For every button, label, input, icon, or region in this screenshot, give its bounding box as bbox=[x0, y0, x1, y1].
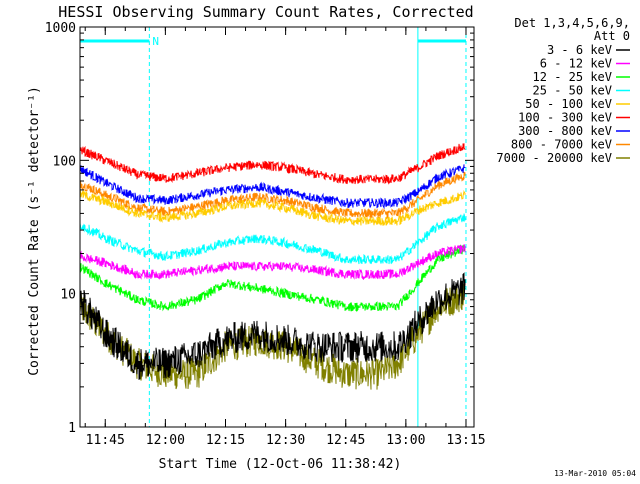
x-tick-label: 13:15 bbox=[446, 433, 485, 448]
series-6-12-kev-line bbox=[79, 244, 466, 281]
series-12-25-kev-line bbox=[79, 244, 466, 313]
legend-header-line-2: Att 0 bbox=[594, 29, 630, 43]
legend-entry-label: 6 - 12 keV bbox=[540, 57, 612, 71]
legend-entry-label: 50 - 100 keV bbox=[525, 97, 612, 111]
attenuator-marker-label: N bbox=[152, 35, 159, 48]
series-50-100-kev-line bbox=[79, 189, 466, 226]
y-tick-label: 10 bbox=[60, 288, 76, 303]
y-axis-label: Corrected Count Rate (s⁻¹ detector⁻¹) bbox=[27, 86, 42, 376]
series-100-300-kev-line bbox=[79, 143, 466, 185]
legend-entry-label: 800 - 7000 keV bbox=[511, 138, 612, 152]
legend-entry-label: 100 - 300 keV bbox=[518, 111, 612, 125]
x-tick-label: 11:45 bbox=[86, 433, 125, 448]
series-3-6-kev-line bbox=[79, 272, 466, 380]
x-tick-label: 12:30 bbox=[266, 433, 305, 448]
legend-entry-label: 7000 - 20000 keV bbox=[496, 151, 612, 165]
x-tick-label: 12:00 bbox=[146, 433, 185, 448]
y-tick-label: 100 bbox=[53, 154, 76, 169]
y-tick-label: 1000 bbox=[45, 21, 76, 36]
legend-header-line-1: Det 1,3,4,5,6,9, bbox=[514, 16, 630, 30]
x-axis-label: Start Time (12-Oct-06 11:38:42) bbox=[159, 457, 402, 472]
series-25-50-kev-line bbox=[79, 213, 466, 265]
plot-frame bbox=[79, 26, 475, 428]
plot-area: N 1 10 100 1000 11:45 12:00 12:15 12:30 12:45 13:0… bbox=[45, 21, 486, 448]
x-tick-label: 12:45 bbox=[326, 433, 365, 448]
series-300-800-kev-line bbox=[79, 164, 466, 210]
legend-entry-label: 300 - 800 keV bbox=[518, 124, 612, 138]
x-tick-label: 13:00 bbox=[386, 433, 425, 448]
x-tick-label: 12:15 bbox=[206, 433, 245, 448]
footer-date: 13-Mar-2010 05:04 bbox=[554, 469, 636, 478]
series-800-7000-kev-line bbox=[79, 171, 466, 220]
legend-entry-label: 25 - 50 keV bbox=[533, 84, 612, 98]
legend-entry-label: 12 - 25 keV bbox=[533, 70, 612, 84]
series-7000-20000-kev-line bbox=[79, 284, 466, 390]
chart-title: HESSI Observing Summary Count Rates, Cor… bbox=[58, 3, 473, 21]
y-tick-label: 1 bbox=[68, 421, 76, 436]
legend-entry-label: 3 - 6 keV bbox=[547, 43, 612, 57]
